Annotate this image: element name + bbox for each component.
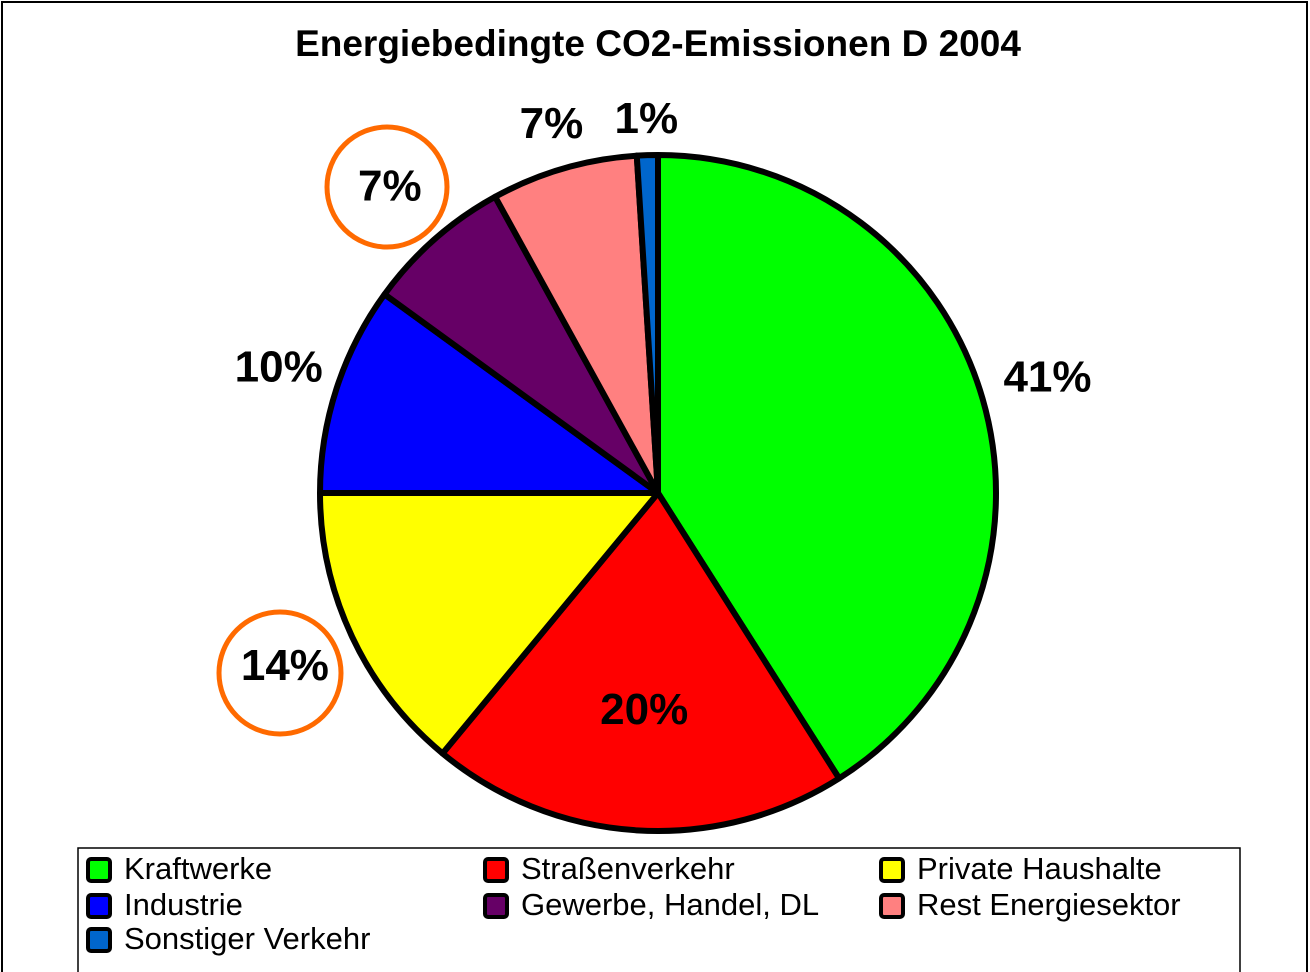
- pie-slice: [381, 193, 661, 496]
- value-label: 14%: [241, 641, 329, 690]
- value-label: 41%: [1003, 352, 1091, 401]
- highlight-circle: [216, 609, 344, 737]
- pie: [317, 152, 999, 834]
- pie-slice: [317, 291, 661, 496]
- value-label: 7%: [358, 161, 422, 210]
- value-label: 7%: [520, 99, 584, 148]
- chart-title: Energiebedingte CO2-Emissionen D 2004: [295, 23, 1021, 64]
- pie-slice: [439, 490, 843, 834]
- pie-slice: [492, 152, 661, 496]
- pie-slice: [317, 490, 661, 757]
- legend-label: Gewerbe, Handel, DL: [521, 887, 819, 922]
- legend-swatch: [483, 857, 509, 883]
- legend-label: Private Haushalte: [917, 851, 1162, 886]
- legend-swatch: [86, 893, 112, 919]
- value-label: 10%: [235, 342, 323, 391]
- legend-swatch: [879, 893, 905, 919]
- legend-label: Industrie: [124, 887, 243, 922]
- value-labels: 41% 20% 14% 10% 7% 7% 1%: [235, 94, 1092, 734]
- legend: Kraftwerke Straßenverkehr Private Haushalt…: [86, 851, 1181, 956]
- pie-slice: [633, 152, 661, 496]
- value-label: 20%: [600, 685, 688, 734]
- legend-swatch: [86, 857, 112, 883]
- legend-swatch: [483, 893, 509, 919]
- legend-label: Straßenverkehr: [521, 851, 735, 886]
- highlight-circle: [324, 124, 450, 250]
- legend-label: Rest Energiesektor: [917, 887, 1181, 922]
- legend-swatch: [86, 927, 112, 953]
- legend-label: Kraftwerke: [124, 851, 272, 886]
- value-label: 1%: [615, 94, 679, 143]
- legend-box: [77, 847, 1241, 972]
- legend-swatch: [879, 857, 905, 883]
- legend-label: Sonstiger Verkehr: [124, 921, 370, 956]
